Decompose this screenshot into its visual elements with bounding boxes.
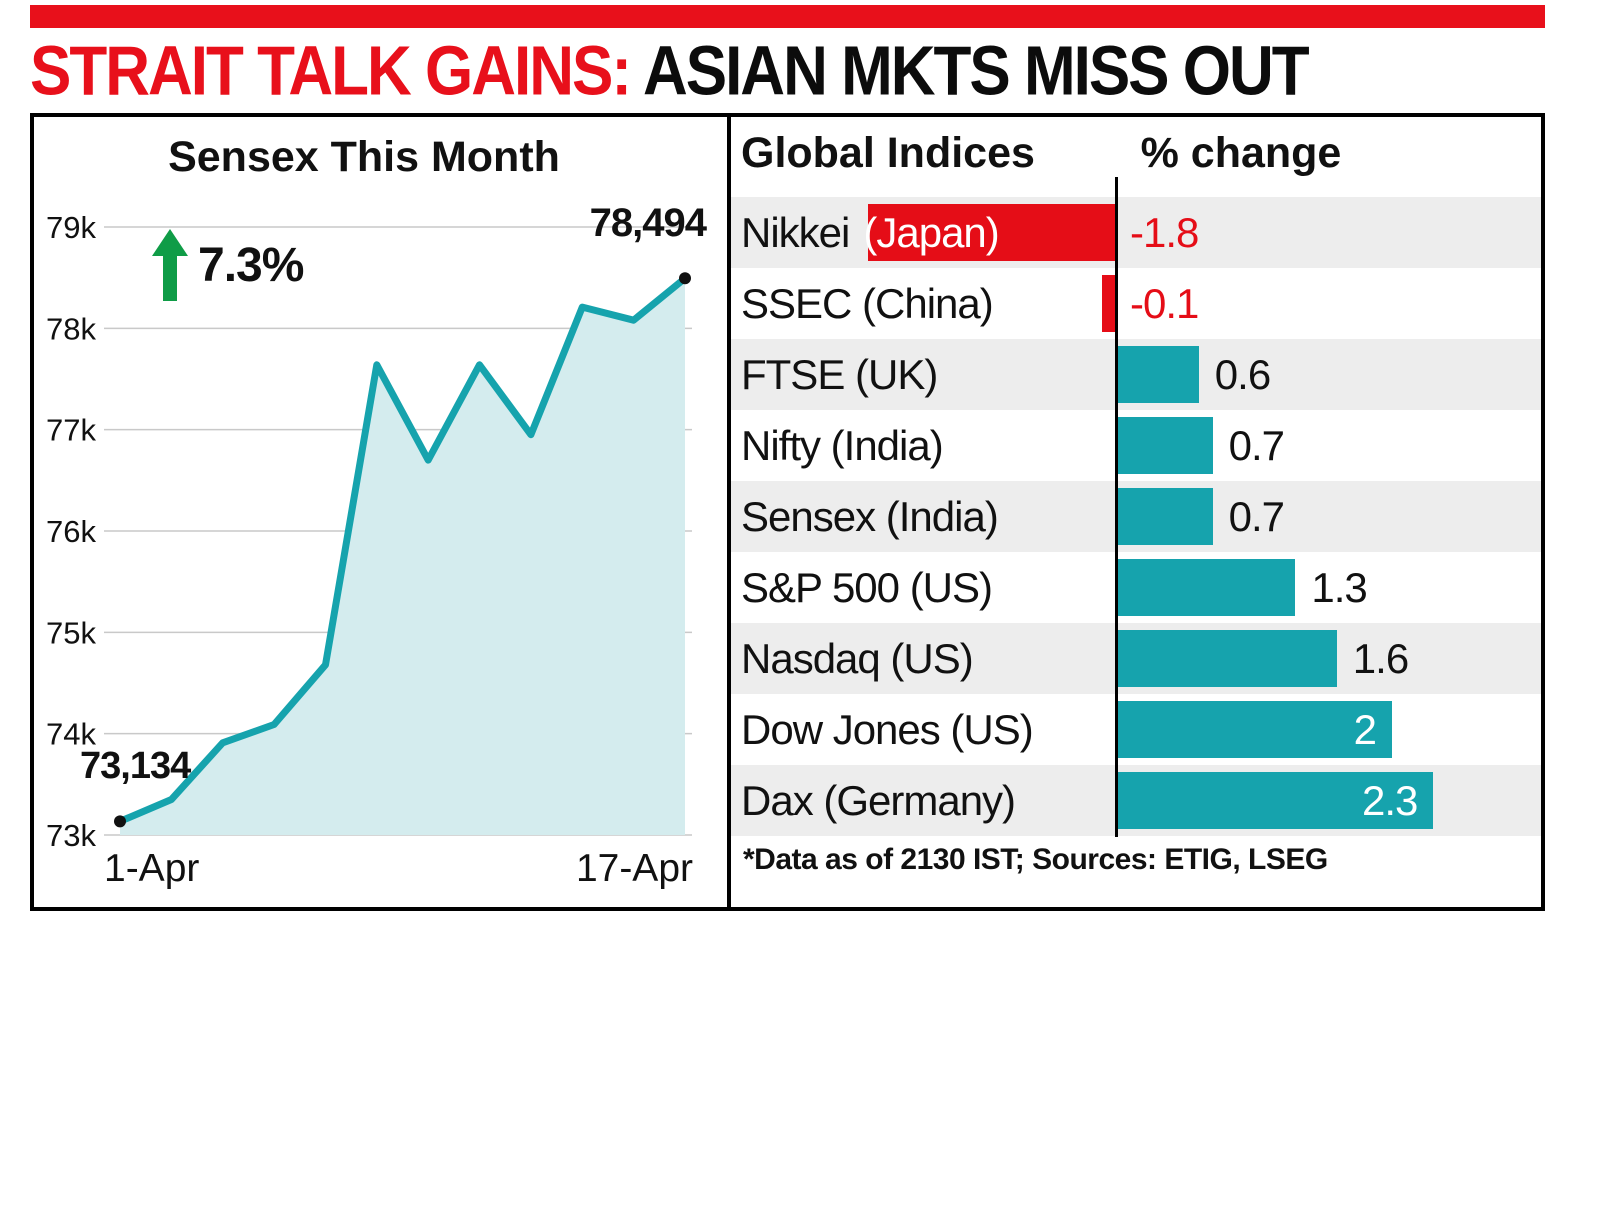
index-value: -0.1 [1130, 280, 1199, 327]
index-label: S&P 500 (US) [741, 564, 993, 611]
index-value: 0.7 [1228, 493, 1285, 540]
data-source-footnote: *Data as of 2130 IST; Sources: ETIG, LSE… [743, 843, 1328, 876]
sensex-area-fill [120, 278, 685, 835]
y-tick-label: 78k [46, 311, 96, 346]
index-label: Nifty (India) [741, 422, 944, 469]
start-value-label: 73,134 [80, 745, 191, 787]
index-row: Nasdaq (US) 1.6 [731, 623, 1541, 694]
headline-black-text: ASIAN MKTS MISS OUT [630, 33, 1310, 111]
indices-rows: Nikkei (Japan) -1.8 SSEC (China) -0.1 FTSE (U… [731, 197, 1541, 836]
index-value: 1.3 [1311, 564, 1367, 611]
y-tick-label: 75k [46, 615, 96, 650]
index-value: 1.6 [1352, 635, 1409, 682]
index-label: Nasdaq (US) [741, 635, 974, 682]
index-bar [1116, 417, 1213, 474]
sensex-chart-title: Sensex This Month [168, 133, 560, 181]
index-row: Sensex (India) 0.7 [731, 481, 1541, 552]
y-tick-label: 74k [46, 717, 96, 752]
y-tick-label: 77k [46, 413, 96, 448]
index-label: Dax (Germany) [741, 777, 1016, 824]
index-row: S&P 500 (US) 1.3 [731, 552, 1541, 623]
index-bar [1116, 488, 1213, 545]
y-tick-label: 73k [46, 818, 96, 853]
top-red-bar [30, 5, 1545, 28]
infographic-box: 79k 78k 77k 76k 75k 74k 73k 1-Apr 17-Apr Sensex … [30, 113, 1545, 911]
index-value: 0.6 [1214, 351, 1271, 398]
sensex-line [116, 274, 689, 825]
index-value: -1.8 [1130, 209, 1199, 256]
index-label: FTSE (UK) [741, 351, 938, 398]
x-label-end: 17-Apr [576, 847, 693, 890]
index-value: 0.7 [1228, 422, 1285, 469]
arrow-up-icon [152, 229, 188, 301]
index-label: SSEC (China) [741, 280, 994, 327]
panel-divider [727, 117, 731, 907]
global-indices-panel: Global Indices % change Nikkei (Japan) -1.… [731, 117, 1541, 907]
gain-percent-label: 7.3% [198, 238, 304, 292]
index-bar [1116, 772, 1434, 829]
gain-annotation: 7.3% [152, 229, 304, 301]
index-bar [1116, 559, 1296, 616]
index-row: Dax (Germany) 2.3 [731, 765, 1541, 836]
indices-header: Global Indices [741, 129, 1035, 177]
index-row: Nikkei (Japan) -1.8 [731, 197, 1541, 268]
index-label: Sensex (India) [741, 493, 999, 540]
index-bar [1102, 275, 1116, 332]
index-value: 2 [1353, 706, 1377, 753]
end-point-dot [679, 272, 691, 285]
index-row: Dow Jones (US) 2 [731, 694, 1541, 765]
index-bar [1116, 630, 1337, 687]
index-label: Dow Jones (US) [741, 706, 1034, 753]
index-bar [1116, 346, 1199, 403]
y-tick-label: 76k [46, 514, 96, 549]
index-row: SSEC (China) -0.1 [731, 268, 1541, 339]
headline-red-text: STRAIT TALK GAINS: [30, 33, 632, 111]
zero-axis-line [1115, 177, 1118, 837]
index-bar [1116, 701, 1392, 758]
index-label: Nikkei (Japan) [741, 209, 1000, 256]
index-value: 2.3 [1362, 777, 1418, 824]
x-label-start: 1-Apr [104, 847, 199, 890]
headline: STRAIT TALK GAINS: ASIAN MKTS MISS OUT [30, 32, 1575, 112]
sensex-chart-panel: 79k 78k 77k 76k 75k 74k 73k 1-Apr 17-Apr Sensex … [34, 117, 727, 907]
percent-change-header: % change [1140, 129, 1342, 177]
start-point-dot [114, 815, 126, 828]
index-bar [867, 204, 1116, 261]
end-value-label: 78,494 [589, 201, 707, 245]
index-row: Nifty (India) 0.7 [731, 410, 1541, 481]
index-row: FTSE (UK) 0.6 [731, 339, 1541, 410]
y-tick-label: 79k [46, 210, 96, 245]
